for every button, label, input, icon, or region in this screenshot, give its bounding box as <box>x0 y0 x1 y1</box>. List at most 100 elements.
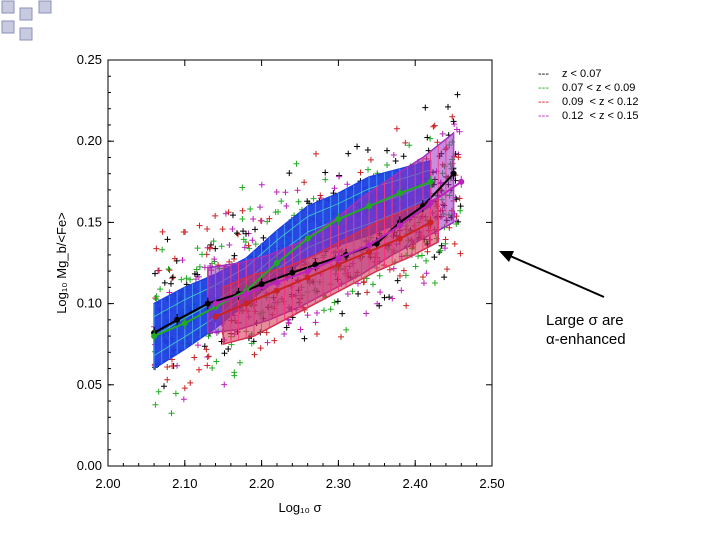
scatter-point <box>164 236 171 243</box>
scatter-point <box>218 243 225 250</box>
scatter-point <box>187 379 194 386</box>
scatter-point <box>239 215 246 222</box>
scatter-point <box>301 335 308 342</box>
legend-entry: --- 0.09 < z < 0.12 <box>538 95 638 109</box>
scatter-point <box>430 123 437 130</box>
scatter-point <box>249 237 256 244</box>
scatter-point <box>400 267 407 274</box>
scatter-point <box>420 280 427 287</box>
scatter-point <box>241 244 248 251</box>
scatter-point <box>364 147 371 154</box>
x-tick-label: 2.20 <box>249 476 274 491</box>
x-tick-label: 2.00 <box>95 476 120 491</box>
scatter-point <box>285 319 292 326</box>
scatter-point <box>434 139 441 146</box>
scatter-point <box>436 249 443 256</box>
scatter-point <box>456 195 463 202</box>
x-tick-label: 2.40 <box>403 476 428 491</box>
scatter-point <box>441 245 448 252</box>
scatter-point <box>363 310 370 317</box>
scatter-point <box>437 247 444 254</box>
scatter-point <box>357 169 364 176</box>
scatter-point <box>272 209 279 216</box>
scatter-point <box>229 212 236 219</box>
scatter-point <box>212 245 219 252</box>
scatter-point <box>384 161 391 168</box>
scatter-point <box>334 298 341 305</box>
scatter-point <box>252 241 259 248</box>
scatter-point <box>396 272 403 279</box>
scatter-point <box>239 207 246 214</box>
scatter-point <box>283 203 290 210</box>
scatter-point <box>226 241 233 248</box>
scatter-point <box>377 289 384 296</box>
scatter-point <box>412 263 419 270</box>
scatter-point <box>393 125 400 132</box>
scatter-point <box>231 252 238 259</box>
scatter-point <box>423 270 430 277</box>
y-tick-label: 0.05 <box>77 377 102 392</box>
legend-entry: --- z < 0.07 <box>538 67 638 81</box>
scatter-point <box>455 154 462 161</box>
y-tick-label: 0.00 <box>77 458 102 473</box>
axis-ticks: 2.00 2.10 2.20 2.30 2.40 2.50 0.00 0.05 0.10 0.15… <box>77 52 505 491</box>
scatter-point <box>258 181 265 188</box>
scatter-point <box>203 346 210 353</box>
scatter-point <box>264 339 271 346</box>
scatter-point <box>201 343 208 350</box>
scatter-point <box>457 207 464 214</box>
legend-dash: --- <box>538 96 549 108</box>
scatter-point <box>310 195 317 202</box>
scatter-point <box>322 169 329 176</box>
scatter-point <box>338 333 345 340</box>
scatter-point <box>155 388 162 395</box>
scatter-point <box>258 217 265 224</box>
scatter-point <box>431 279 438 286</box>
scatter-point <box>243 230 250 237</box>
scatter-point <box>449 113 456 120</box>
scatter-point <box>312 150 319 157</box>
scatter-point <box>271 337 278 344</box>
scatter-point <box>322 176 329 183</box>
scatter-point <box>389 295 396 302</box>
band-hatch <box>276 216 308 241</box>
scatter-point <box>187 276 194 283</box>
scatter-point <box>386 266 393 273</box>
scatter-point <box>390 265 397 272</box>
scatter-point <box>266 215 273 222</box>
scatter-point <box>221 350 228 357</box>
scatter-point <box>355 290 362 297</box>
scatter-point <box>297 326 304 333</box>
scatter-point <box>167 280 174 287</box>
scatter-point <box>164 363 171 370</box>
scatter-point <box>442 236 449 243</box>
scatter-point <box>219 226 226 233</box>
scatter-point <box>248 340 255 347</box>
scatter-point <box>295 198 302 205</box>
scatter-point <box>313 310 320 317</box>
scatter-point <box>427 135 434 142</box>
x-tick-label: 2.30 <box>326 476 351 491</box>
scatter-point <box>156 267 163 274</box>
scatter-point <box>165 265 172 272</box>
scatter-point <box>210 238 217 245</box>
y-axis-label: Log₁₀ Mg_b/<Fe> <box>54 212 69 314</box>
scatter-point <box>364 289 371 296</box>
scatter-point <box>236 359 243 366</box>
scatter-point <box>212 212 219 219</box>
scatter-point <box>304 198 311 205</box>
scatter-point <box>166 267 173 274</box>
scatter-point <box>263 329 270 336</box>
scatter-point <box>222 210 229 217</box>
annotation-arrow-line <box>507 254 605 298</box>
scatter-point <box>450 118 457 125</box>
scatter-point <box>240 228 247 235</box>
scatter-point <box>286 170 293 177</box>
annotation-line-1: Large σ are <box>546 312 624 329</box>
line-layer <box>151 167 465 343</box>
scatter-point <box>159 228 166 235</box>
scatter-point <box>229 225 236 232</box>
scatter-point <box>344 290 351 297</box>
scatter-point <box>168 410 175 417</box>
scatter-point <box>157 286 164 293</box>
